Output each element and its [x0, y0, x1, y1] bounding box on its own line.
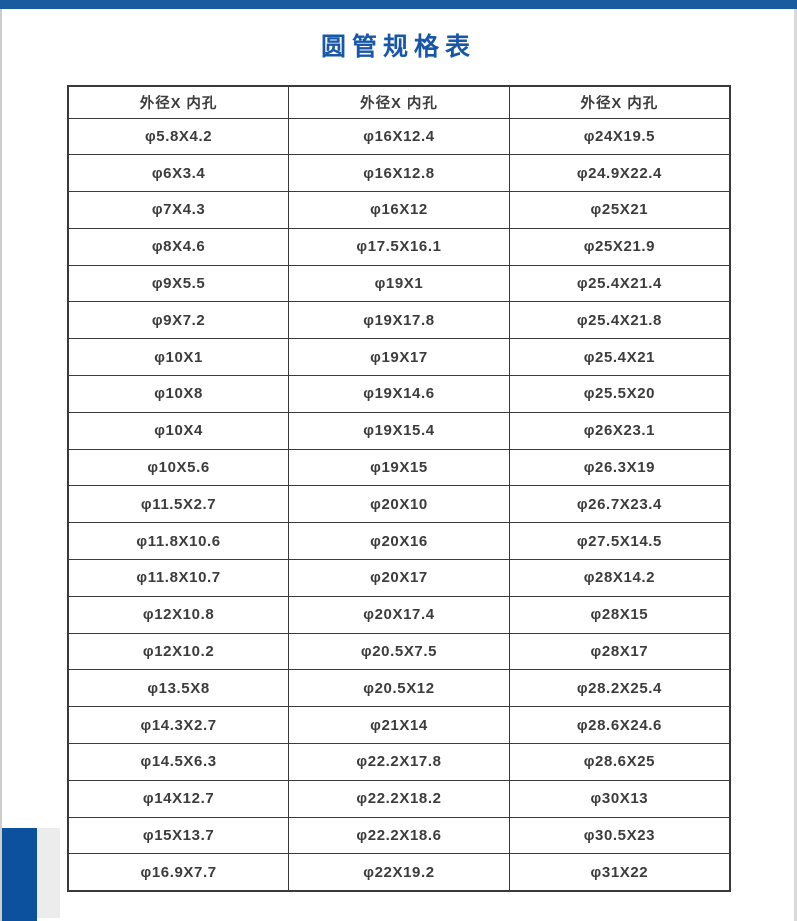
spec-cell: φ28X15	[508, 595, 731, 634]
spec-cell: φ9X5.5	[67, 264, 290, 303]
spec-cell: φ19X15	[288, 448, 510, 487]
spec-cell: φ20X17	[288, 559, 510, 597]
spec-cell: φ20X10	[288, 485, 510, 524]
table-row: φ9X7.2 φ19X17.8 φ25.4X21.8	[67, 301, 731, 340]
spec-cell: φ13.5X8	[67, 669, 290, 708]
spec-cell: φ15X13.7	[67, 816, 290, 855]
spec-cell: φ19X17	[288, 338, 510, 377]
page-edge-left	[0, 9, 2, 921]
spec-cell: φ10X1	[67, 338, 290, 377]
spec-cell: φ12X10.2	[67, 632, 290, 671]
table-row: φ14.3X2.7 φ21X14 φ28.6X24.6	[67, 706, 731, 745]
spec-cell: φ28X17	[508, 632, 731, 671]
table-row: φ11.5X2.7 φ20X10 φ26.7X23.4	[67, 485, 731, 524]
spec-cell: φ26X23.1	[508, 411, 731, 450]
spec-cell: φ24.9X22.4	[508, 154, 731, 193]
table-row: φ11.8X10.7 φ20X17 φ28X14.2	[67, 559, 731, 597]
spec-cell: φ31X22	[508, 853, 731, 892]
spec-cell: φ10X4	[67, 411, 290, 450]
bottom-left-accent-shadow	[37, 828, 60, 918]
spec-cell: φ11.8X10.7	[67, 559, 290, 597]
page-edge-right	[794, 9, 797, 921]
spec-cell: φ9X7.2	[67, 301, 290, 340]
spec-cell: φ22.2X17.8	[288, 743, 510, 781]
spec-cell: φ20X17.4	[288, 595, 510, 634]
spec-cell: φ11.8X10.6	[67, 522, 290, 561]
spec-cell: φ19X14.6	[288, 375, 510, 413]
spec-cell: φ28.6X25	[508, 743, 731, 781]
spec-cell: φ25.4X21	[508, 338, 731, 377]
spec-cell: φ25.4X21.8	[508, 301, 731, 340]
column-header: 外径X 内孔	[508, 85, 731, 119]
spec-cell: φ16X12.8	[288, 154, 510, 193]
table-row: φ10X5.6 φ19X15 φ26.3X19	[67, 448, 731, 487]
spec-cell: φ22.2X18.6	[288, 816, 510, 855]
table-row: φ15X13.7 φ22.2X18.6 φ30.5X23	[67, 816, 731, 855]
spec-cell: φ20.5X12	[288, 669, 510, 708]
spec-cell: φ14X12.7	[67, 779, 290, 818]
spec-cell: φ11.5X2.7	[67, 485, 290, 524]
spec-cell: φ30.5X23	[508, 816, 731, 855]
spec-cell: φ16.9X7.7	[67, 853, 290, 892]
table-row: φ10X1 φ19X17 φ25.4X21	[67, 338, 731, 377]
spec-cell: φ5.8X4.2	[67, 117, 290, 156]
table-row: φ12X10.8 φ20X17.4 φ28X15	[67, 595, 731, 634]
spec-cell: φ28X14.2	[508, 559, 731, 597]
table-header-row: 外径X 内孔 外径X 内孔 外径X 内孔	[67, 85, 731, 119]
spec-cell: φ28.6X24.6	[508, 706, 731, 745]
table-row: φ5.8X4.2 φ16X12.4 φ24X19.5	[67, 117, 731, 156]
spec-cell: φ24X19.5	[508, 117, 731, 156]
spec-cell: φ25X21	[508, 191, 731, 229]
spec-cell: φ10X5.6	[67, 448, 290, 487]
spec-cell: φ25X21.9	[508, 227, 731, 266]
table-row: φ10X8 φ19X14.6 φ25.5X20	[67, 375, 731, 413]
spec-cell: φ25.4X21.4	[508, 264, 731, 303]
spec-cell: φ20.5X7.5	[288, 632, 510, 671]
table-row: φ14X12.7 φ22.2X18.2 φ30X13	[67, 779, 731, 818]
spec-cell: φ16X12.4	[288, 117, 510, 156]
table-row: φ13.5X8 φ20.5X12 φ28.2X25.4	[67, 669, 731, 708]
bottom-left-accent-block	[2, 828, 37, 921]
spec-cell: φ25.5X20	[508, 375, 731, 413]
table-row: φ7X4.3 φ16X12 φ25X21	[67, 191, 731, 229]
top-accent-bar	[0, 0, 797, 9]
spec-cell: φ30X13	[508, 779, 731, 818]
table-row: φ6X3.4 φ16X12.8 φ24.9X22.4	[67, 154, 731, 193]
table-row: φ10X4 φ19X15.4 φ26X23.1	[67, 411, 731, 450]
spec-cell: φ21X14	[288, 706, 510, 745]
spec-cell: φ26.3X19	[508, 448, 731, 487]
spec-cell: φ17.5X16.1	[288, 227, 510, 266]
column-header: 外径X 内孔	[67, 85, 290, 119]
table-row: φ9X5.5 φ19X1 φ25.4X21.4	[67, 264, 731, 303]
table-row: φ16.9X7.7 φ22X19.2 φ31X22	[67, 853, 731, 892]
spec-cell: φ14.5X6.3	[67, 743, 290, 781]
spec-table: 外径X 内孔 外径X 内孔 外径X 内孔 φ5.8X4.2 φ16X12.4 φ24X1…	[67, 85, 731, 892]
table-row: φ11.8X10.6 φ20X16 φ27.5X14.5	[67, 522, 731, 561]
spec-cell: φ16X12	[288, 191, 510, 229]
spec-cell: φ19X15.4	[288, 411, 510, 450]
spec-cell: φ27.5X14.5	[508, 522, 731, 561]
spec-cell: φ22.2X18.2	[288, 779, 510, 818]
spec-cell: φ19X17.8	[288, 301, 510, 340]
spec-cell: φ26.7X23.4	[508, 485, 731, 524]
table-row: φ8X4.6 φ17.5X16.1 φ25X21.9	[67, 227, 731, 266]
spec-cell: φ8X4.6	[67, 227, 290, 266]
spec-cell: φ28.2X25.4	[508, 669, 731, 708]
spec-cell: φ14.3X2.7	[67, 706, 290, 745]
spec-cell: φ22X19.2	[288, 853, 510, 892]
column-header: 外径X 内孔	[288, 85, 510, 119]
spec-cell: φ6X3.4	[67, 154, 290, 193]
table-row: φ14.5X6.3 φ22.2X17.8 φ28.6X25	[67, 743, 731, 781]
spec-cell: φ20X16	[288, 522, 510, 561]
spec-cell: φ10X8	[67, 375, 290, 413]
page-title: 圆管规格表	[320, 33, 476, 61]
table-row: φ12X10.2 φ20.5X7.5 φ28X17	[67, 632, 731, 671]
spec-cell: φ19X1	[288, 264, 510, 303]
spec-cell: φ12X10.8	[67, 595, 290, 634]
spec-cell: φ7X4.3	[67, 191, 290, 229]
